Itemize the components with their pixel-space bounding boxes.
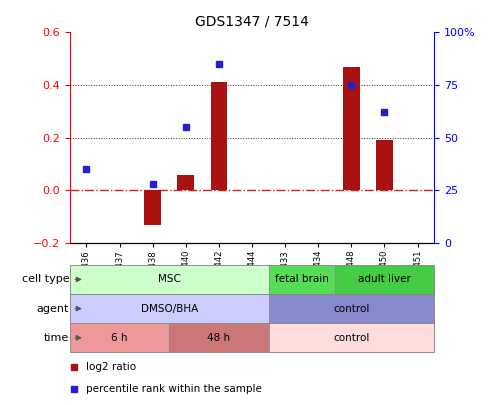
Bar bbox=[70, 323, 169, 352]
Text: log2 ratio: log2 ratio bbox=[86, 362, 136, 371]
Bar bbox=[343, 67, 360, 190]
Text: fetal brain: fetal brain bbox=[275, 275, 329, 284]
Text: percentile rank within the sample: percentile rank within the sample bbox=[86, 384, 262, 394]
Bar bbox=[268, 323, 434, 352]
Bar bbox=[70, 294, 434, 323]
Text: cell type: cell type bbox=[21, 275, 69, 284]
Text: 6 h: 6 h bbox=[111, 333, 128, 343]
Text: adult liver: adult liver bbox=[358, 275, 411, 284]
Text: agent: agent bbox=[37, 304, 69, 313]
Text: control: control bbox=[333, 333, 370, 343]
Bar bbox=[376, 141, 393, 190]
Text: 48 h: 48 h bbox=[207, 333, 231, 343]
Bar bbox=[70, 294, 268, 323]
Bar bbox=[70, 323, 434, 352]
Title: GDS1347 / 7514: GDS1347 / 7514 bbox=[195, 15, 309, 28]
Text: DMSO/BHA: DMSO/BHA bbox=[141, 304, 198, 313]
Bar bbox=[268, 294, 434, 323]
Text: time: time bbox=[44, 333, 69, 343]
Bar bbox=[70, 265, 434, 294]
Text: MSC: MSC bbox=[158, 275, 181, 284]
Bar bbox=[144, 190, 161, 224]
Bar bbox=[211, 83, 227, 190]
Text: control: control bbox=[333, 304, 370, 313]
Bar bbox=[70, 265, 268, 294]
Bar bbox=[268, 265, 335, 294]
Bar bbox=[178, 175, 194, 190]
Bar bbox=[335, 265, 434, 294]
Bar bbox=[169, 323, 268, 352]
